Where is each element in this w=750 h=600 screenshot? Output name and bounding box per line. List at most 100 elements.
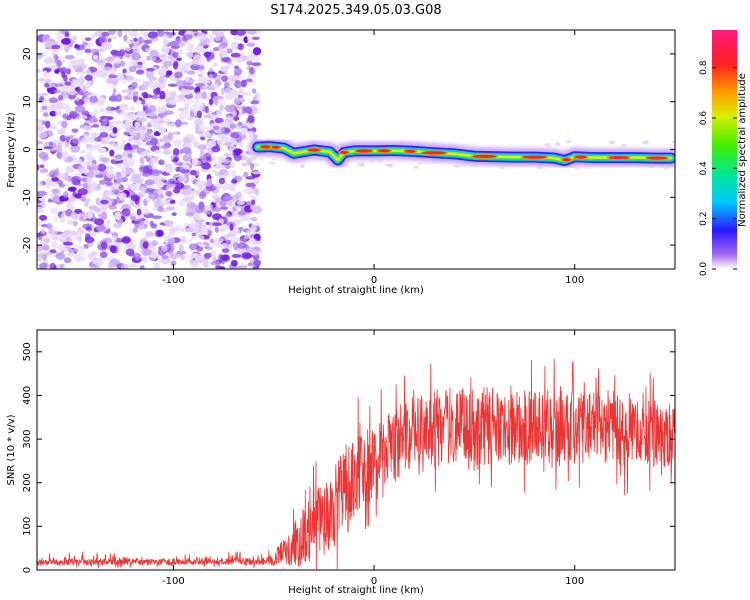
noise-speckle	[195, 255, 205, 262]
noise-speckle	[133, 37, 138, 42]
noise-speckle	[135, 69, 145, 75]
noise-speckle	[181, 62, 191, 69]
noise-speckle	[142, 186, 146, 192]
noise-speckle	[246, 42, 256, 47]
noise-speckle	[187, 51, 194, 59]
noise-speckle	[42, 244, 50, 251]
noise-speckle	[49, 249, 57, 254]
noise-speckle	[198, 183, 205, 191]
noise-speckle	[112, 56, 122, 65]
noise-speckle	[62, 241, 74, 246]
noise-speckle	[80, 196, 87, 202]
noise-speckle	[111, 186, 117, 192]
noise-speckle	[73, 79, 83, 85]
noise-speckle	[176, 57, 182, 61]
noise-speckle	[201, 188, 211, 195]
noise-speckle	[221, 234, 229, 241]
noise-speckle	[132, 227, 138, 233]
noise-speckle	[138, 218, 144, 226]
noise-speckle	[220, 126, 231, 135]
noise-speckle	[61, 154, 68, 160]
noise-speckle	[116, 73, 125, 82]
noise-speckle	[177, 65, 183, 69]
noise-speckle	[37, 92, 40, 101]
noise-speckle	[241, 252, 252, 260]
noise-speckle	[203, 114, 213, 119]
noise-speckle	[123, 131, 131, 136]
noise-speckle	[97, 163, 107, 172]
noise-speckle	[231, 169, 237, 177]
noise-speckle	[84, 200, 89, 208]
noise-speckle	[192, 58, 199, 67]
noise-speckle	[101, 241, 108, 250]
noise-speckle	[86, 80, 93, 85]
track-core	[472, 154, 497, 158]
noise-speckle	[107, 139, 116, 147]
noise-speckle	[115, 146, 122, 151]
noise-speckle	[230, 52, 241, 58]
noise-speckle	[46, 87, 52, 92]
noise-speckle	[129, 65, 137, 73]
noise-speckle	[112, 88, 117, 94]
noise-speckle	[183, 195, 192, 204]
noise-speckle	[138, 36, 144, 45]
snr-x-tick-label: 0	[371, 576, 377, 587]
noise-speckle	[118, 192, 127, 201]
noise-speckle	[130, 194, 140, 202]
noise-speckle	[65, 166, 75, 174]
noise-speckle	[250, 163, 255, 171]
noise-speckle	[240, 217, 248, 222]
noise-speckle	[156, 106, 164, 113]
noise-speckle	[87, 165, 96, 171]
snr-y-tick-label: 300	[22, 430, 33, 449]
noise-speckle	[60, 213, 66, 220]
noise-speckle	[231, 253, 242, 258]
noise-speckle	[247, 35, 253, 43]
noise-speckle	[179, 148, 184, 155]
noise-speckle	[224, 212, 231, 218]
noise-speckle	[135, 78, 141, 83]
noise-speckle	[92, 54, 99, 60]
noise-speckle	[127, 263, 138, 268]
noise-speckle	[80, 150, 86, 154]
noise-speckle	[190, 63, 201, 71]
noise-speckle	[93, 108, 99, 116]
noise-speckle	[229, 162, 236, 168]
noise-speckle	[57, 142, 63, 147]
noise-speckle	[124, 119, 131, 128]
noise-speckle	[101, 42, 113, 51]
noise-speckle	[130, 216, 136, 221]
noise-speckle	[192, 157, 199, 166]
noise-speckle	[176, 166, 185, 172]
spectrogram-y-tick-label: 0	[22, 146, 33, 152]
noise-speckle	[54, 83, 64, 87]
noise-speckle	[205, 246, 213, 250]
noise-speckle	[155, 87, 161, 94]
noise-speckle	[213, 240, 221, 245]
noise-speckle	[37, 132, 48, 139]
noise-speckle	[198, 235, 205, 240]
noise-speckle	[85, 92, 92, 96]
noise-speckle	[247, 248, 257, 253]
noise-speckle	[37, 218, 42, 227]
noise-speckle	[209, 73, 214, 80]
noise-speckle	[131, 144, 139, 150]
noise-speckle	[51, 139, 62, 143]
noise-speckle	[182, 188, 189, 196]
noise-speckle	[169, 31, 176, 36]
noise-speckle	[97, 70, 109, 79]
noise-speckle	[100, 199, 109, 205]
noise-speckle	[143, 164, 153, 173]
noise-speckle	[106, 219, 111, 227]
track-core	[356, 149, 372, 153]
colorbar-label: Normalized spectral amplitude	[737, 73, 748, 227]
noise-speckle	[185, 76, 190, 83]
noise-speckle	[48, 123, 56, 130]
noise-speckle	[224, 104, 235, 113]
noise-speckle	[62, 191, 69, 198]
noise-speckle	[248, 66, 255, 75]
noise-speckle	[227, 243, 233, 249]
noise-speckle	[223, 152, 231, 157]
noise-speckle	[237, 200, 245, 205]
noise-speckle	[155, 176, 163, 180]
